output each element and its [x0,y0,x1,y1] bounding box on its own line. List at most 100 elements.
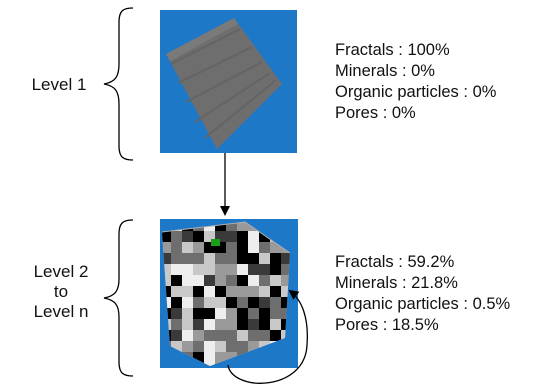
voxel [248,264,259,275]
voxel [215,231,226,242]
voxel [270,286,281,297]
voxel [226,253,237,264]
voxel [237,253,248,264]
voxel [281,264,290,275]
voxel [162,253,171,264]
voxel [215,286,226,297]
level-1-composition: Fractals : 100% Minerals : 0% Organic pa… [335,40,496,124]
voxel [226,308,237,319]
voxel [162,264,171,275]
voxel [204,297,215,308]
voxel [237,264,248,275]
voxel [237,297,248,308]
voxel [215,352,226,363]
voxel [162,231,171,242]
voxel [204,286,215,297]
voxel [204,231,215,242]
level-2-to-n-label: Level 2 to Level n [16,262,106,322]
voxel [226,297,237,308]
voxel [259,231,270,242]
level-2-pores: Pores : 18.5% [335,316,439,334]
voxel [226,319,237,330]
voxel [226,275,237,286]
voxel [248,341,259,352]
voxel [226,242,237,253]
level-1-label: Level 1 [31,75,87,94]
voxel [270,330,281,341]
level-2-label-line3: Level n [33,302,89,321]
voxel [193,286,204,297]
voxel [215,341,226,352]
voxel [281,308,290,319]
voxel [171,231,182,242]
voxel [248,231,259,242]
voxel [226,352,237,363]
voxel [204,352,215,363]
voxel [270,319,281,330]
level-1-minerals: Minerals : 0% [335,62,435,80]
voxel [248,308,259,319]
level-2-minerals: Minerals : 21.8% [335,274,458,292]
voxel [193,330,204,341]
voxel [171,242,182,253]
voxel [204,242,215,253]
voxel [171,319,182,330]
voxel [193,275,204,286]
voxel [204,253,215,264]
voxel [215,308,226,319]
voxel [162,275,171,286]
voxel [281,286,290,297]
voxel [204,363,215,366]
voxel [259,253,270,264]
voxel [193,242,204,253]
voxel [215,242,226,253]
voxel [204,275,215,286]
voxel [182,341,193,352]
voxel [237,330,248,341]
voxel [171,275,182,286]
voxel [171,341,182,352]
voxel [259,286,270,297]
voxel [226,286,237,297]
voxel [171,253,182,264]
voxel [270,264,281,275]
voxel [162,242,171,253]
voxel [237,341,248,352]
level-2-label-line2: to [53,282,69,301]
voxel [215,222,226,231]
voxel [182,308,193,319]
voxel [237,222,248,231]
voxel [215,330,226,341]
level-1-organic-particles: Organic particles : 0% [335,83,497,101]
voxel [204,308,215,319]
voxel [182,231,193,242]
voxel [259,242,270,253]
brace-level-1 [103,7,134,161]
voxel [259,275,270,286]
voxel [270,242,281,253]
voxel [248,330,259,341]
voxel [193,297,204,308]
brace-level-2 [103,219,134,377]
voxel [281,319,290,330]
voxel [204,319,215,330]
voxel [281,253,290,264]
voxel [182,319,193,330]
voxel [215,275,226,286]
voxel [248,275,259,286]
level-2-organic-particles: Organic particles : 0.5% [335,295,511,313]
level-1-pores: Pores : 0% [335,104,416,122]
voxel [193,352,204,363]
voxel [281,297,290,308]
voxel [204,341,215,352]
voxel [237,308,248,319]
level-1-cube [166,18,282,149]
voxel [259,297,270,308]
voxel [193,341,204,352]
voxel [248,286,259,297]
voxel [259,264,270,275]
voxel [248,253,259,264]
voxel [171,286,182,297]
